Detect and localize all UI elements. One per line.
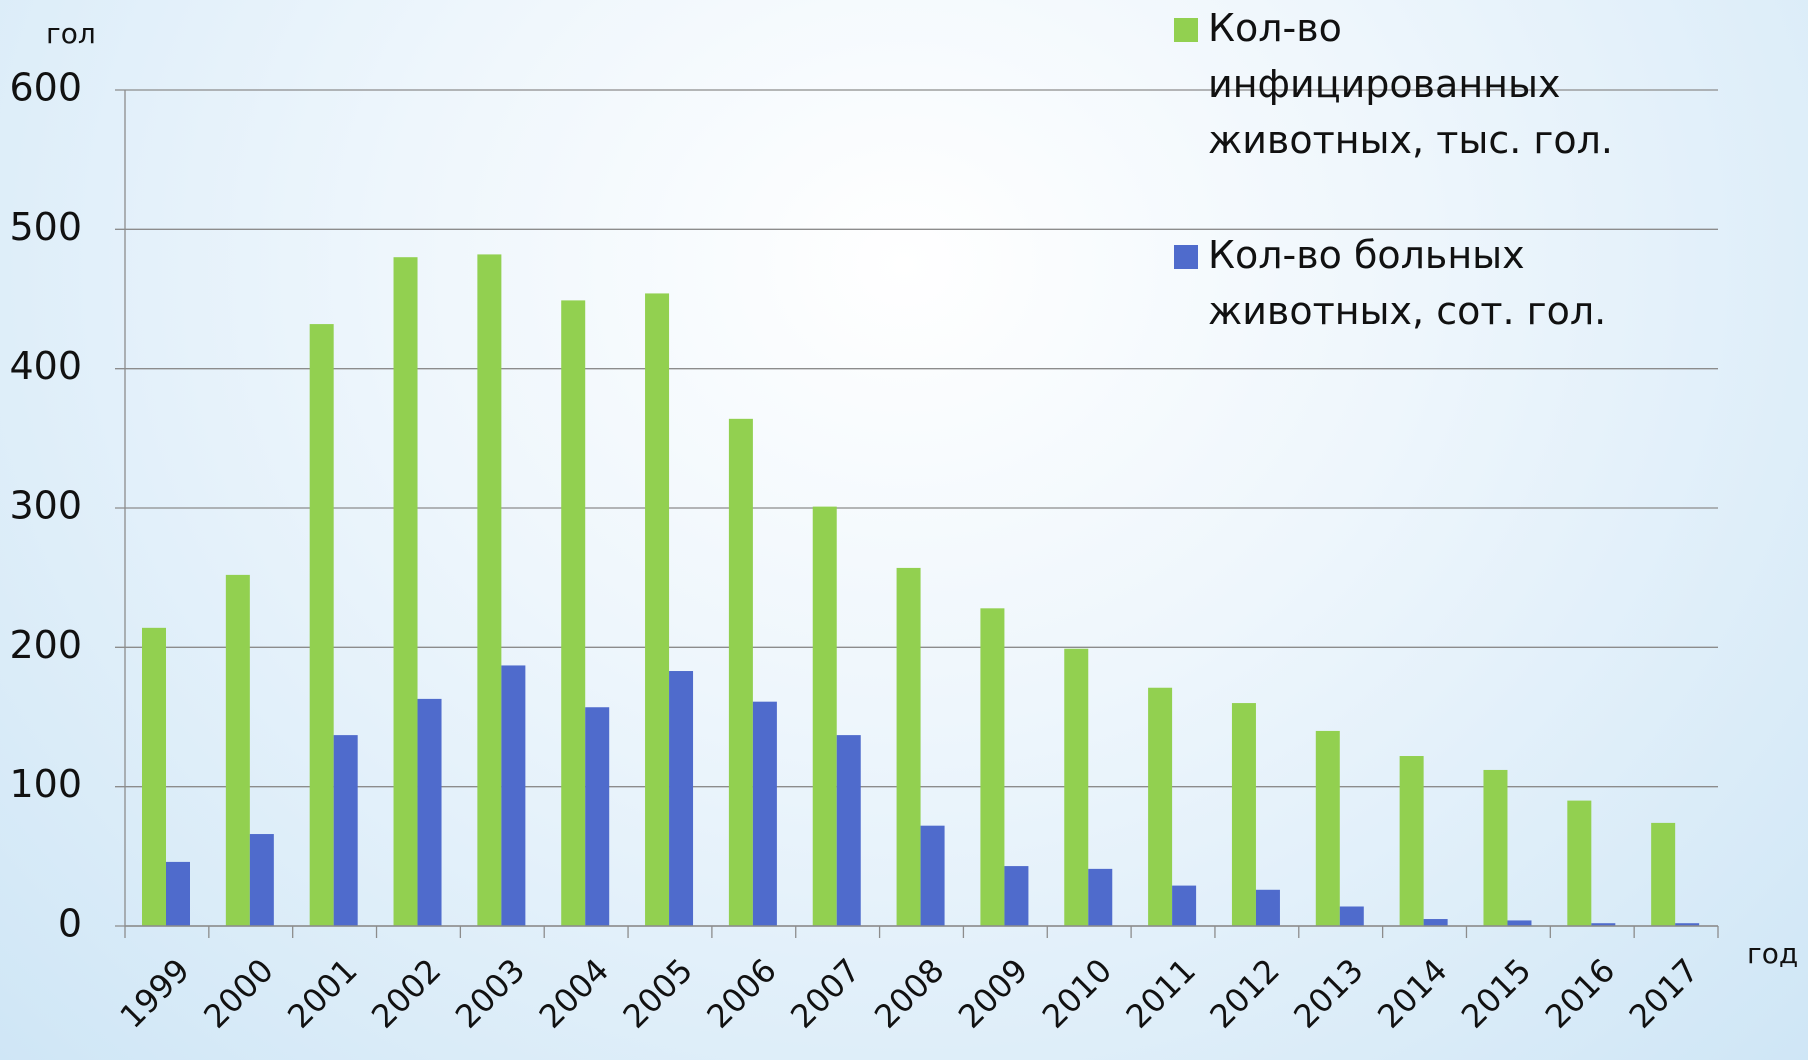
bar <box>477 254 502 926</box>
bar <box>1255 889 1280 926</box>
x-tick-label: 2011 <box>1119 951 1203 1035</box>
bar <box>1064 648 1089 926</box>
bar <box>393 257 418 926</box>
bar <box>142 627 166 926</box>
bar <box>249 834 274 926</box>
y-tick-label: 600 <box>9 66 82 110</box>
x-tick-label: 2009 <box>951 951 1035 1035</box>
bar <box>1339 906 1364 926</box>
legend-label: Кол-во инфицированных животных, тыс. гол… <box>1208 6 1613 162</box>
bar <box>1651 822 1676 926</box>
x-axis-label: год <box>1747 937 1798 970</box>
bar <box>920 825 945 926</box>
y-tick-label: 300 <box>9 484 82 528</box>
bar <box>1148 687 1173 926</box>
bar <box>585 707 610 926</box>
bar <box>1399 756 1424 926</box>
bar <box>836 735 861 926</box>
bar <box>1231 703 1256 926</box>
y-axis-label: гол <box>46 17 96 50</box>
bar <box>417 698 442 926</box>
x-tick-label: 2013 <box>1286 951 1370 1035</box>
bar <box>1507 920 1532 926</box>
x-tick-label: 2015 <box>1454 951 1538 1035</box>
x-tick-label: 2008 <box>867 951 951 1035</box>
x-tick-label: 2010 <box>1035 951 1119 1035</box>
bar <box>812 506 837 926</box>
bar <box>1567 800 1592 926</box>
x-tick-label: 2003 <box>448 951 532 1035</box>
x-tick-label: 2002 <box>364 951 448 1035</box>
bar <box>752 701 777 926</box>
bar <box>1423 919 1448 926</box>
bar <box>333 735 358 926</box>
bar <box>728 418 753 926</box>
x-tick-label: 2004 <box>532 951 616 1035</box>
bar <box>501 665 526 926</box>
bar <box>1004 866 1029 926</box>
x-tick-label: 2005 <box>616 951 700 1035</box>
bar <box>1088 868 1113 926</box>
x-tick-label: 2017 <box>1622 951 1706 1035</box>
bar <box>645 293 670 927</box>
y-tick-label: 100 <box>9 762 82 806</box>
bar <box>1591 923 1616 926</box>
x-tick-label: 2016 <box>1538 951 1622 1035</box>
x-tick-label: 2006 <box>699 951 783 1035</box>
x-tick-label: 2014 <box>1370 951 1454 1035</box>
bar <box>980 608 1005 926</box>
bar <box>669 671 694 926</box>
legend-label: Кол-во больных животных, сот. гол. <box>1208 233 1607 333</box>
x-tick-label: 2007 <box>783 951 867 1035</box>
y-tick-label: 500 <box>9 205 82 249</box>
y-tick-label: 400 <box>9 344 82 388</box>
x-tick-label: 1999 <box>112 951 196 1035</box>
bar <box>896 567 921 926</box>
bar <box>1483 769 1508 926</box>
bar <box>1172 885 1197 926</box>
x-tick-label: 2000 <box>196 951 280 1035</box>
bar <box>1675 923 1700 926</box>
y-tick-label: 200 <box>9 623 82 667</box>
bar <box>1315 730 1340 926</box>
bar <box>561 300 586 927</box>
x-tick-label: 2001 <box>280 951 364 1035</box>
bar <box>225 574 250 926</box>
legend-swatch <box>1174 245 1198 269</box>
y-tick-label: 0 <box>58 902 82 946</box>
x-tick-label: 2012 <box>1202 951 1286 1035</box>
legend-swatch <box>1174 18 1198 42</box>
bar <box>166 861 190 926</box>
bar <box>309 324 334 927</box>
